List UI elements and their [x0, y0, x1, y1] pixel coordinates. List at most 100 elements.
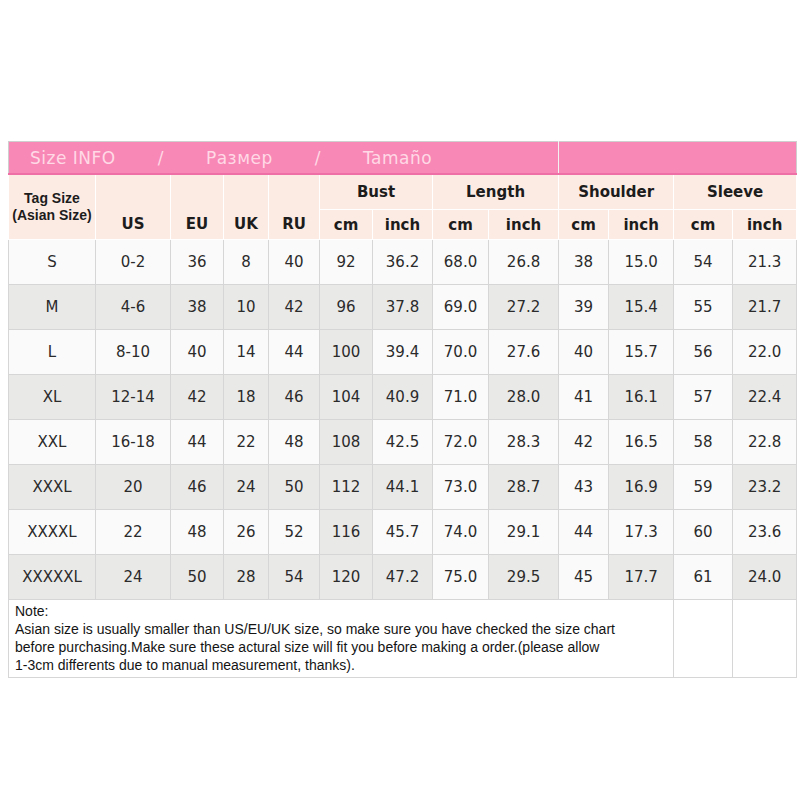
- note-line-4: 1-3cm differents due to manual measureme…: [15, 656, 667, 674]
- column-group-header-row: Tag Size (Asian Size) US EU UK RU Bust L…: [9, 174, 797, 210]
- note-line-1: Note:: [15, 602, 667, 620]
- size-cell: 48: [269, 420, 320, 465]
- sleeve-inch-header: inch: [733, 210, 797, 240]
- size-cell: 29.5: [489, 555, 559, 600]
- size-cell: 24: [96, 555, 171, 600]
- size-cell: 10: [224, 285, 269, 330]
- size-cell: 28.3: [489, 420, 559, 465]
- size-cell: 8-10: [96, 330, 171, 375]
- size-cell: 46: [171, 465, 224, 510]
- size-cell: 44: [269, 330, 320, 375]
- col-header-eu: EU: [171, 174, 224, 240]
- size-cell: 96: [320, 285, 373, 330]
- size-cell: 29.1: [489, 510, 559, 555]
- banner-row: Size INFO / Размер / Tamaño: [9, 142, 797, 175]
- size-row-label: M: [9, 285, 96, 330]
- size-table-body: S0-2368409236.268.026.83815.05421.3M4-63…: [9, 240, 797, 600]
- size-cell: 48: [171, 510, 224, 555]
- size-cell: 52: [269, 510, 320, 555]
- banner-tamano-label: Tamaño: [363, 148, 432, 168]
- size-cell: 40: [171, 330, 224, 375]
- note-empty-cell-2: [733, 600, 797, 678]
- size-cell: 20: [96, 465, 171, 510]
- size-cell: 50: [269, 465, 320, 510]
- size-cell: 22: [224, 420, 269, 465]
- size-cell: 23.2: [733, 465, 797, 510]
- size-cell: 73.0: [433, 465, 489, 510]
- banner-empty-cell: [559, 142, 797, 175]
- size-row-label: S: [9, 240, 96, 285]
- size-cell: 58: [674, 420, 733, 465]
- size-cell: 40.9: [373, 375, 433, 420]
- note-line-3: before purchasing.Make sure these actura…: [15, 638, 667, 656]
- size-cell: 22.8: [733, 420, 797, 465]
- size-cell: 70.0: [433, 330, 489, 375]
- size-cell: 42: [171, 375, 224, 420]
- size-cell: 16.1: [609, 375, 674, 420]
- size-cell: 21.3: [733, 240, 797, 285]
- size-cell: 112: [320, 465, 373, 510]
- table-row: XXXXL2248265211645.774.029.14417.36023.6: [9, 510, 797, 555]
- size-cell: 42: [559, 420, 609, 465]
- size-cell: 100: [320, 330, 373, 375]
- size-cell: 4-6: [96, 285, 171, 330]
- size-cell: 22: [96, 510, 171, 555]
- size-cell: 116: [320, 510, 373, 555]
- size-cell: 17.7: [609, 555, 674, 600]
- size-cell: 54: [269, 555, 320, 600]
- bust-cm-header: cm: [320, 210, 373, 240]
- size-cell: 24: [224, 465, 269, 510]
- shoulder-inch-header: inch: [609, 210, 674, 240]
- table-row: S0-2368409236.268.026.83815.05421.3: [9, 240, 797, 285]
- shoulder-cm-header: cm: [559, 210, 609, 240]
- size-cell: 38: [559, 240, 609, 285]
- size-cell: 37.8: [373, 285, 433, 330]
- size-cell: 40: [559, 330, 609, 375]
- size-cell: 12-14: [96, 375, 171, 420]
- size-cell: 60: [674, 510, 733, 555]
- size-cell: 23.6: [733, 510, 797, 555]
- size-cell: 61: [674, 555, 733, 600]
- size-row-label: XXXXL: [9, 510, 96, 555]
- size-cell: 45.7: [373, 510, 433, 555]
- size-cell: 120: [320, 555, 373, 600]
- size-cell: 16.5: [609, 420, 674, 465]
- tag-size-line-1: Tag Size: [9, 190, 95, 207]
- size-cell: 21.7: [733, 285, 797, 330]
- size-cell: 38: [171, 285, 224, 330]
- size-cell: 16-18: [96, 420, 171, 465]
- table-row: XXL16-1844224810842.572.028.34216.55822.…: [9, 420, 797, 465]
- size-cell: 22.0: [733, 330, 797, 375]
- size-cell: 44.1: [373, 465, 433, 510]
- size-cell: 28: [224, 555, 269, 600]
- size-cell: 55: [674, 285, 733, 330]
- size-cell: 26: [224, 510, 269, 555]
- size-cell: 108: [320, 420, 373, 465]
- size-cell: 36: [171, 240, 224, 285]
- size-row-label: XXXXXL: [9, 555, 96, 600]
- col-group-bust: Bust: [320, 174, 433, 210]
- size-cell: 0-2: [96, 240, 171, 285]
- size-cell: 41: [559, 375, 609, 420]
- length-inch-header: inch: [489, 210, 559, 240]
- col-header-ru: RU: [269, 174, 320, 240]
- size-cell: 18: [224, 375, 269, 420]
- banner-size-info-label: Size INFO: [30, 148, 116, 168]
- size-cell: 22.4: [733, 375, 797, 420]
- col-header-tag-size: Tag Size (Asian Size): [9, 174, 96, 240]
- size-cell: 26.8: [489, 240, 559, 285]
- banner-separator-2: /: [315, 148, 321, 168]
- size-cell: 39.4: [373, 330, 433, 375]
- size-row-label: XL: [9, 375, 96, 420]
- col-header-uk: UK: [224, 174, 269, 240]
- size-cell: 71.0: [433, 375, 489, 420]
- size-cell: 14: [224, 330, 269, 375]
- size-cell: 43: [559, 465, 609, 510]
- size-cell: 27.2: [489, 285, 559, 330]
- size-cell: 42: [269, 285, 320, 330]
- col-group-shoulder: Shoulder: [559, 174, 674, 210]
- table-row: XXXXXL2450285412047.275.029.54517.76124.…: [9, 555, 797, 600]
- col-header-us: US: [96, 174, 171, 240]
- size-cell: 28.0: [489, 375, 559, 420]
- table-row: XXXL2046245011244.173.028.74316.95923.2: [9, 465, 797, 510]
